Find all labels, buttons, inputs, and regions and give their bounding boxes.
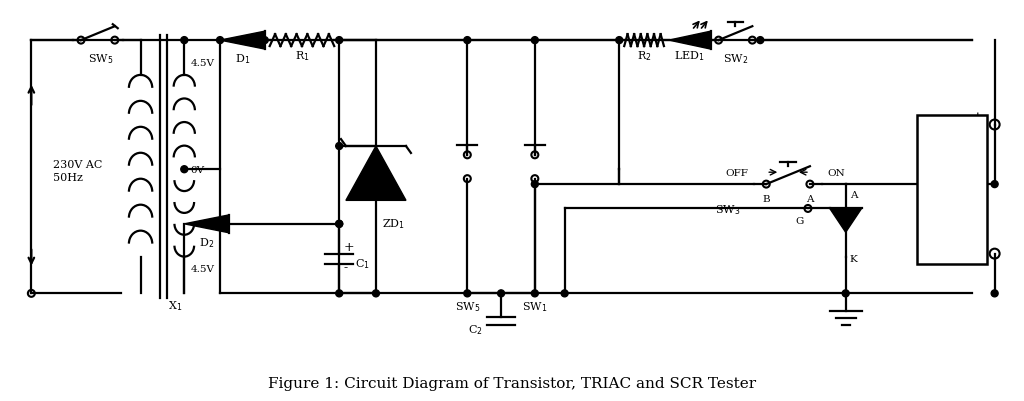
Text: Figure 1: Circuit Diagram of Transistor, TRIAC and SCR Tester: Figure 1: Circuit Diagram of Transistor,… <box>268 376 756 390</box>
Circle shape <box>498 290 505 297</box>
Polygon shape <box>184 215 229 233</box>
Text: 0V: 0V <box>190 165 205 174</box>
Text: 230V AC: 230V AC <box>53 160 102 170</box>
Text: C$_2$: C$_2$ <box>468 322 483 336</box>
Circle shape <box>464 290 471 297</box>
Text: B: B <box>763 194 770 203</box>
Circle shape <box>561 290 568 297</box>
Circle shape <box>181 38 187 45</box>
Circle shape <box>615 38 623 45</box>
Text: 4.5V: 4.5V <box>190 264 214 273</box>
Text: K: K <box>850 255 857 263</box>
Text: +: + <box>343 241 354 253</box>
Text: METER: METER <box>928 198 977 211</box>
Polygon shape <box>346 147 406 201</box>
Circle shape <box>757 38 764 45</box>
Circle shape <box>336 290 343 297</box>
Circle shape <box>336 143 343 150</box>
Text: ON: ON <box>827 168 846 177</box>
Text: D$_1$: D$_1$ <box>234 52 250 66</box>
Polygon shape <box>829 209 861 233</box>
Text: OFF: OFF <box>725 168 749 177</box>
Polygon shape <box>669 32 711 50</box>
Circle shape <box>842 290 849 297</box>
Circle shape <box>531 181 539 188</box>
Text: D$_2$: D$_2$ <box>199 235 214 249</box>
Text: LED$_1$: LED$_1$ <box>675 49 706 63</box>
Text: A: A <box>806 194 814 203</box>
Circle shape <box>261 38 268 45</box>
Text: -: - <box>343 260 347 273</box>
Text: G: G <box>796 216 804 225</box>
Circle shape <box>991 181 998 188</box>
Text: TO: TO <box>942 168 962 181</box>
Text: A: A <box>850 190 857 199</box>
Text: SW$_5$: SW$_5$ <box>455 300 480 313</box>
Text: X$_1$: X$_1$ <box>168 299 182 312</box>
Circle shape <box>464 38 471 45</box>
Circle shape <box>991 290 998 297</box>
Circle shape <box>531 38 539 45</box>
Text: MULTI: MULTI <box>930 183 974 196</box>
Text: 4.5V: 4.5V <box>190 59 214 68</box>
Text: R$_2$: R$_2$ <box>637 49 651 63</box>
Circle shape <box>181 166 187 173</box>
Text: SW$_5$: SW$_5$ <box>88 52 114 66</box>
Circle shape <box>336 221 343 228</box>
Text: 50Hz: 50Hz <box>53 173 83 183</box>
Text: SW$_3$: SW$_3$ <box>715 203 740 216</box>
Circle shape <box>216 38 223 45</box>
Text: C$_1$: C$_1$ <box>355 257 370 271</box>
Text: +: + <box>971 110 983 124</box>
Circle shape <box>531 290 539 297</box>
Text: R$_1$: R$_1$ <box>295 49 309 63</box>
Circle shape <box>336 221 343 228</box>
Text: SW$_2$: SW$_2$ <box>723 52 749 66</box>
FancyBboxPatch shape <box>918 115 987 264</box>
Polygon shape <box>220 32 265 50</box>
Text: ZD$_1$: ZD$_1$ <box>382 217 404 230</box>
Circle shape <box>336 38 343 45</box>
Text: SW$_1$: SW$_1$ <box>522 300 548 313</box>
Circle shape <box>373 290 380 297</box>
Text: -: - <box>978 255 983 269</box>
